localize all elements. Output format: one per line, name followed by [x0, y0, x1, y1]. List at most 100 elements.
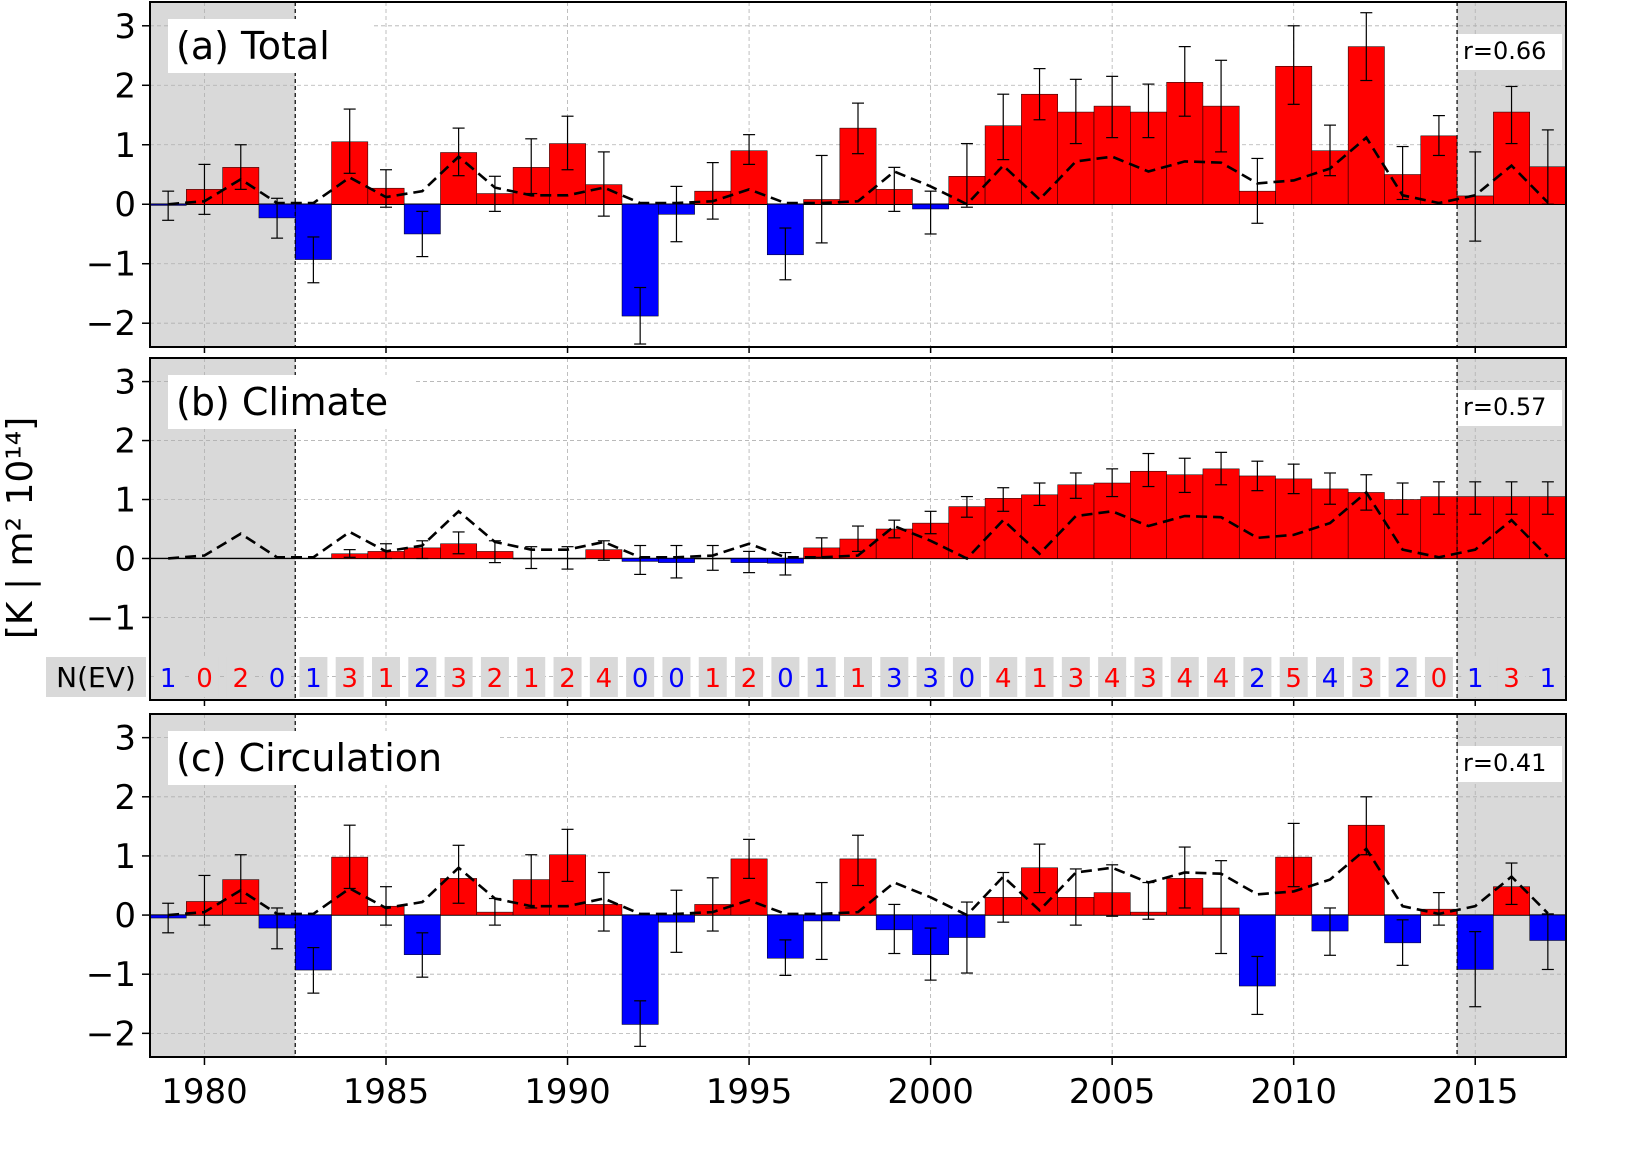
nev-count: 4	[1213, 664, 1230, 694]
correlation-annotation: r=0.66	[1463, 37, 1546, 65]
nev-count: 3	[1503, 664, 1520, 694]
nev-count-box	[190, 657, 219, 697]
x-tick-label: 2010	[1250, 1072, 1337, 1112]
axes-frame	[149, 1, 1567, 348]
nev-count: 4	[596, 664, 613, 694]
nev-count-box	[1170, 657, 1199, 697]
y-tick-labels: −2 −1 0 1 2 3	[86, 719, 150, 1054]
nev-count: 0	[632, 664, 649, 694]
nev-count: 3	[922, 664, 939, 694]
nev-count: 2	[741, 664, 758, 694]
nev-count-box	[807, 657, 836, 697]
x-tick-label: 2015	[1432, 1072, 1519, 1112]
nev-count-box	[1388, 657, 1417, 697]
nev-count: 2	[1249, 664, 1266, 694]
nev-count-box	[517, 657, 546, 697]
axes-frame	[149, 713, 1567, 1058]
nev-count-box	[952, 657, 981, 697]
nev-count: 1	[813, 664, 830, 694]
nev-count-box	[880, 657, 909, 697]
y-tick-label: 0	[114, 896, 136, 936]
y-tick-labels: −2 −1 0 1 2 3	[86, 7, 1476, 353]
reference-line	[168, 135, 1549, 206]
panel-total: −2 −1 0 1 2 3 (a) Total r=0.66	[86, 1, 1567, 353]
nev-count-box	[589, 657, 618, 697]
y-tick-label: −2	[86, 1014, 136, 1054]
nev-count-box	[444, 657, 473, 697]
nev-count: 3	[341, 664, 358, 694]
reference-line	[168, 846, 1549, 917]
y-tick-label: 2	[114, 422, 136, 462]
nev-count-box	[1497, 657, 1526, 697]
nev-count-box	[626, 657, 655, 697]
nev-count-box	[1025, 657, 1054, 697]
nev-count: 3	[1140, 664, 1157, 694]
title-background	[168, 19, 373, 73]
nev-count-box	[1352, 657, 1381, 697]
nev-count: 3	[886, 664, 903, 694]
y-tick-label: 2	[114, 778, 136, 818]
y-tick-label: 1	[114, 481, 136, 521]
annotation-background	[1458, 390, 1562, 426]
nev-count: 1	[523, 664, 540, 694]
event-count-row: N(EV) 1 0 2 0 1 3 1 2 3 2 1 2 4 0 0 1 2 0 1 1 3 3 0 4 1 3 4 3 4 4 2 5 4 3 2…	[46, 657, 1562, 697]
axes-border	[149, 1, 1567, 348]
error-bars	[162, 12, 1554, 345]
nev-count: 3	[1068, 664, 1085, 694]
y-tick-label: 0	[114, 539, 136, 579]
nev-count-box	[989, 657, 1018, 697]
correlation-annotation: r=0.57	[1463, 393, 1546, 421]
nev-count-box	[698, 657, 727, 697]
nev-count: 5	[1285, 664, 1302, 694]
x-tick-label: 1995	[706, 1072, 793, 1112]
nev-count-box	[1098, 657, 1127, 697]
nev-count: 1	[1467, 664, 1484, 694]
panel-title: (c) Circulation	[176, 736, 442, 780]
title-background	[168, 375, 415, 429]
nev-count-box	[372, 657, 400, 697]
x-tick-label: 2005	[1069, 1072, 1156, 1112]
nev-count-box	[408, 657, 437, 697]
nev-count: 2	[232, 664, 249, 694]
panel-circulation: −2 −1 0 1 2 3 1980 1985 1990 1995 2000 2005 2010 201…	[86, 713, 1567, 1112]
nev-count-box	[1279, 657, 1308, 697]
nev-count-box	[1243, 657, 1272, 697]
nev-count-box	[1207, 657, 1236, 697]
y-axis-label: [K | m² 10¹⁴]	[0, 417, 41, 639]
nev-count: 1	[1540, 664, 1557, 694]
annotation-background	[1458, 746, 1562, 782]
axes-border	[149, 713, 1567, 1058]
x-tick-label: 1985	[343, 1072, 430, 1112]
nev-count-box	[553, 657, 582, 697]
nev-count: 1	[378, 664, 395, 694]
y-tick-label: −1	[86, 955, 136, 995]
y-tick-label: 3	[114, 363, 136, 403]
reference-dashed-line	[168, 846, 1549, 917]
correlation-annotation: r=0.41	[1463, 749, 1546, 777]
y-tick-label: −1	[86, 598, 136, 638]
nev-count-box	[1533, 657, 1562, 697]
nev-count-box	[916, 657, 945, 697]
nev-count: 4	[1104, 664, 1121, 694]
nev-count: 1	[305, 664, 322, 694]
nev-count: 1	[1031, 664, 1048, 694]
bar	[1529, 496, 1567, 559]
nev-count-box	[299, 657, 328, 697]
x-tick-label: 2000	[887, 1072, 974, 1112]
y-tick-label: 2	[114, 66, 136, 106]
y-tick-label: −2	[86, 304, 136, 344]
nev-count-box	[662, 657, 691, 697]
nev-count: 3	[450, 664, 467, 694]
title-background	[168, 731, 499, 785]
nev-count: 2	[559, 664, 576, 694]
nev-count: 0	[196, 664, 213, 694]
nev-count: 0	[1431, 664, 1448, 694]
nev-count-box	[1316, 657, 1344, 697]
nev-count-box	[1461, 657, 1490, 697]
axes-frame	[149, 357, 1567, 701]
nev-count-box	[1134, 657, 1163, 697]
nev-count: 1	[704, 664, 721, 694]
nev-count-box	[480, 657, 509, 697]
